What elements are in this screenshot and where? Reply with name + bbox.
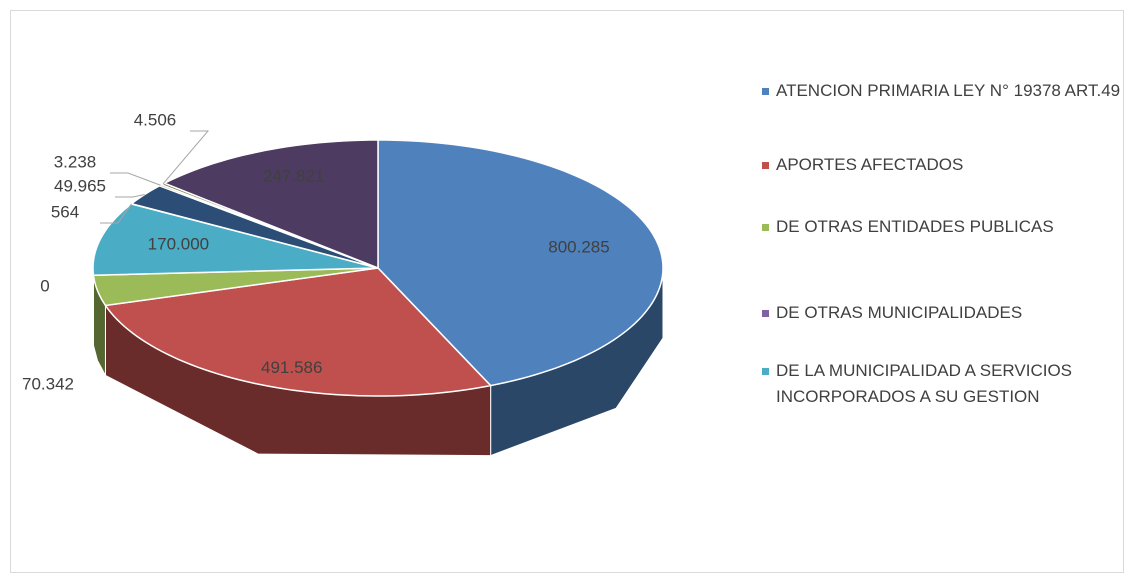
data-label: 170.000 bbox=[148, 234, 209, 253]
data-label: 491.586 bbox=[261, 358, 322, 377]
data-label: 247.821 bbox=[263, 166, 324, 185]
legend-swatch bbox=[762, 368, 769, 375]
data-label: 3.238 bbox=[54, 152, 97, 171]
pie-slice bbox=[92, 267, 379, 307]
legend-item: APORTES AFECTADOS bbox=[762, 152, 1122, 178]
data-label: 4.506 bbox=[134, 110, 177, 129]
pie-slice bbox=[162, 139, 379, 270]
pie-slice bbox=[377, 139, 664, 387]
leader-line bbox=[162, 130, 210, 185]
data-label: 800.285 bbox=[548, 237, 609, 256]
legend: ATENCION PRIMARIA LEY N° 19378 ART.49 APO… bbox=[762, 78, 1122, 410]
legend-swatch bbox=[762, 162, 769, 169]
data-label: 70.342 bbox=[22, 374, 74, 393]
legend-label: APORTES AFECTADOS bbox=[776, 155, 964, 174]
legend-label: DE OTRAS ENTIDADES PUBLICAS bbox=[776, 217, 1054, 236]
leader-line bbox=[115, 193, 145, 198]
leader-line bbox=[110, 172, 161, 186]
legend-label: DE LA MUNICIPALIDAD A SERVICIOS INCORPOR… bbox=[776, 361, 1073, 406]
legend-item: DE LA MUNICIPALIDAD A SERVICIOS INCORPOR… bbox=[762, 358, 1122, 410]
legend-item: ATENCION PRIMARIA LEY N° 19378 ART.49 bbox=[762, 78, 1122, 104]
pie-slice bbox=[92, 203, 379, 276]
leader-line bbox=[100, 203, 132, 224]
legend-item: DE OTRAS ENTIDADES PUBLICAS bbox=[762, 214, 1122, 240]
data-label: 49.965 bbox=[54, 176, 106, 195]
data-label: 564 bbox=[51, 202, 79, 221]
legend-swatch bbox=[762, 310, 769, 317]
data-label: 0 bbox=[40, 276, 49, 295]
legend-swatch bbox=[762, 88, 769, 95]
pie-slice bbox=[104, 267, 493, 397]
legend-item: DE OTRAS MUNICIPALIDADES bbox=[762, 300, 1122, 326]
legend-swatch bbox=[762, 224, 769, 231]
legend-label: DE OTRAS MUNICIPALIDADES bbox=[776, 303, 1023, 322]
legend-label: ATENCION PRIMARIA LEY N° 19378 ART.49 bbox=[776, 81, 1121, 100]
